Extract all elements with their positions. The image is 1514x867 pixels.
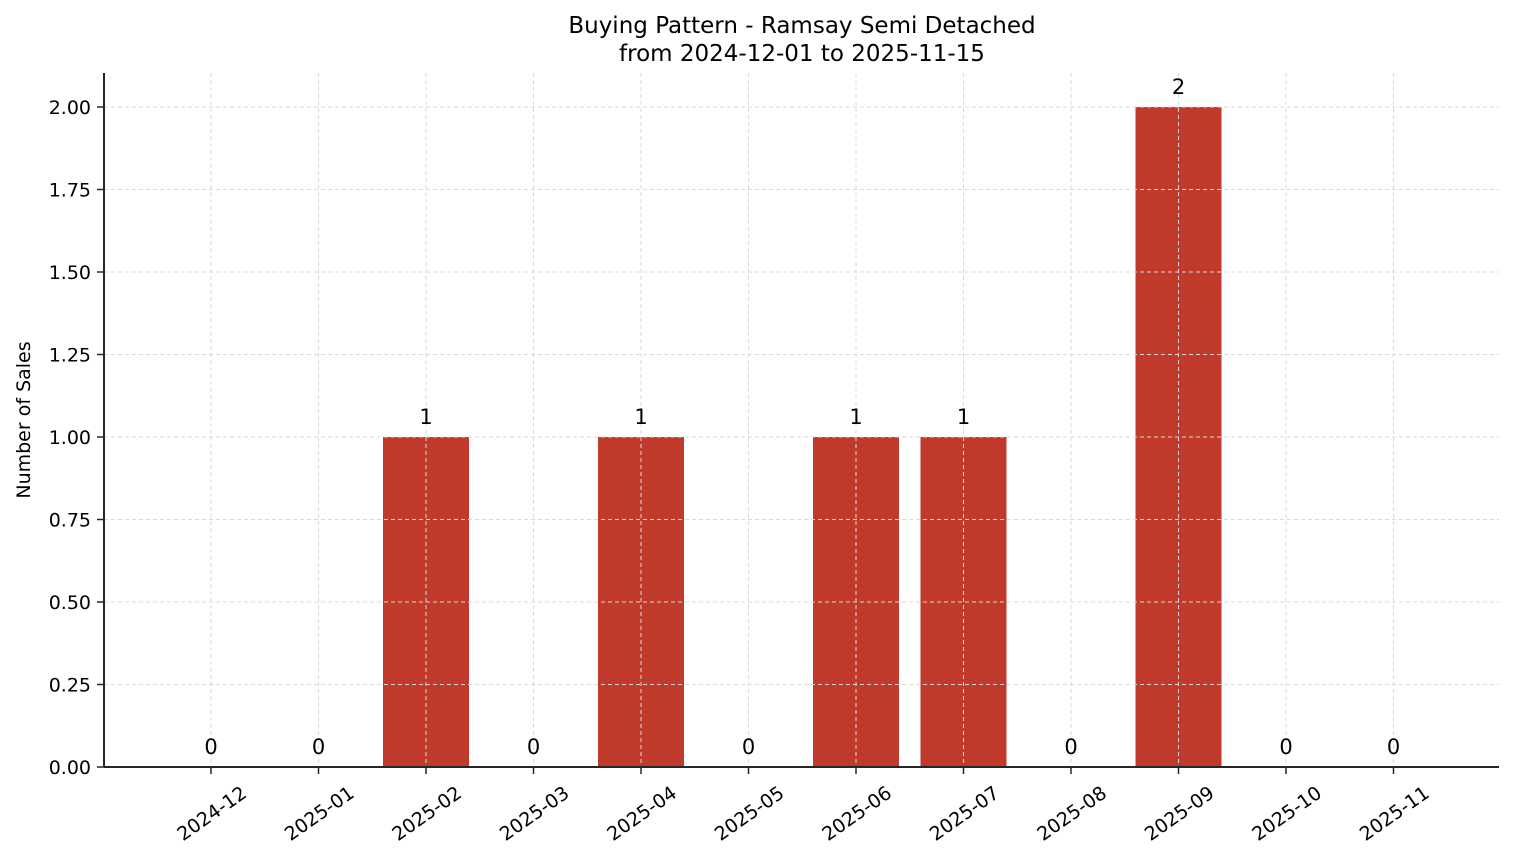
x-axis-ticks: 2024-12 2025-01 2025-02 2025-03 2025-04 2025-… [173,767,1433,846]
y-tick-label: 1.75 [49,180,91,202]
bar-value-label: 0 [742,735,755,759]
y-tick-label: 0.75 [49,510,91,532]
x-tick-label: 2025-08 [1033,782,1111,846]
y-tick-label: 1.25 [49,345,91,367]
x-tick-label: 2025-10 [1248,782,1326,846]
chart-title: Buying Pattern - Ramsay Semi Detached [568,13,1035,39]
bars [383,107,1222,767]
x-tick-label: 2025-04 [603,782,681,846]
bar-data-labels: 0 0 1 0 1 0 1 1 0 2 0 0 [204,75,1400,759]
y-axis-ticks: 0.00 0.25 0.50 0.75 1.00 1.25 1.50 1.75 2.00 [49,97,104,779]
y-tick-label: 0.25 [49,675,91,697]
bar-value-label: 0 [1064,735,1077,759]
bar-value-label: 1 [849,405,862,429]
y-tick-label: 1.00 [49,427,91,449]
bar-value-label: 0 [527,735,540,759]
bar-value-label: 0 [1387,735,1400,759]
x-tick-label: 2025-02 [388,782,466,846]
chart-subtitle: from 2024-12-01 to 2025-11-15 [619,41,985,67]
bar-value-label: 0 [1279,735,1292,759]
gridlines [104,73,1499,767]
bar-value-label: 1 [419,405,432,429]
x-tick-label: 2024-12 [173,782,251,846]
bar-value-label: 1 [634,405,647,429]
y-tick-label: 0.50 [49,592,91,614]
y-axis-label: Number of Sales [13,341,35,498]
axes [103,73,1499,768]
x-tick-label: 2025-09 [1141,782,1219,846]
bar-value-label: 0 [204,735,217,759]
bar-value-label: 2 [1172,75,1185,99]
bar-value-label: 1 [957,405,970,429]
bar-value-label: 0 [312,735,325,759]
x-tick-label: 2025-07 [926,782,1004,846]
y-tick-label: 1.50 [49,262,91,284]
x-tick-label: 2025-11 [1356,782,1434,846]
x-tick-label: 2025-03 [496,782,574,846]
y-tick-label: 2.00 [49,97,91,119]
x-tick-label: 2025-01 [281,782,359,846]
x-tick-label: 2025-06 [818,782,896,846]
x-tick-label: 2025-05 [711,782,789,846]
y-tick-label: 0.00 [49,757,91,779]
